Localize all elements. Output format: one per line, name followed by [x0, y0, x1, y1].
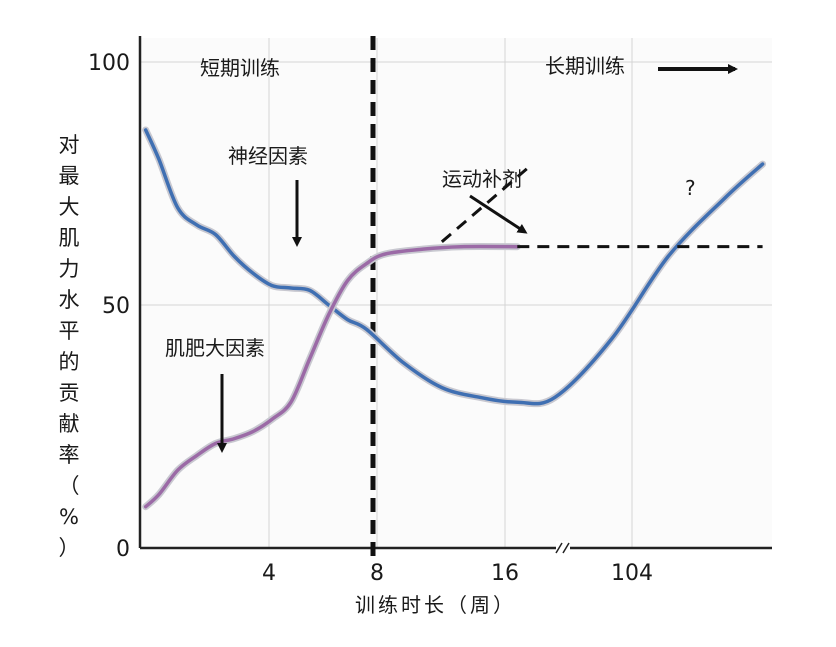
y-axis-label-char: 大 [58, 195, 80, 219]
series-line-0 [143, 128, 765, 406]
y-axis-label-char: 率 [58, 443, 80, 467]
y-axis-label-char: ） [58, 536, 80, 560]
annotation-question: ? [685, 176, 696, 200]
y-axis-label: 对最大肌力水平的贡献率 （% ） [52, 130, 86, 564]
phase-label-short: 短期训练 [200, 56, 280, 80]
y-axis-label-char: 贡 [58, 381, 80, 405]
x-axis-label: 训练时长（周） [355, 593, 516, 617]
y-tick-label: 0 [116, 537, 130, 562]
projection-group [440, 167, 763, 249]
y-ticks: 0 50 100 [88, 51, 130, 562]
annotation-supplement: 运动补剂 [442, 167, 522, 191]
plot-area [140, 38, 772, 548]
x-tick-label: 8 [370, 561, 384, 586]
series-line-1 [143, 244, 520, 509]
y-axis-label-char: 最 [58, 164, 80, 188]
y-axis-label-char: 的 [58, 350, 80, 374]
y-axis-label-char: 对 [58, 133, 80, 157]
x-tick-label: 16 [491, 561, 519, 586]
x-tick-label: 104 [611, 561, 653, 586]
y-axis-label-char: 献 [58, 412, 80, 436]
y-tick-label: 50 [102, 294, 130, 319]
series-group [142, 126, 767, 511]
y-axis-label-char: 力 [58, 257, 80, 281]
x-ticks: 4 8 16 104 [262, 561, 653, 586]
y-axis-label-char: 平 [58, 319, 80, 343]
y-axis-label-char: % [59, 505, 79, 529]
x-axis-break [555, 541, 570, 555]
y-tick-label: 100 [88, 51, 130, 76]
y-axis-label-char: 水 [58, 288, 80, 312]
annotation-hypertrophy: 肌肥大因素 [165, 336, 265, 360]
arrow-supplement [469, 194, 528, 234]
x-tick-label: 4 [262, 561, 276, 586]
annotation-neural: 神经因素 [228, 144, 308, 168]
phase-label-long: 长期训练 [545, 54, 625, 78]
y-axis-label-char: （ [58, 474, 80, 498]
grid [140, 38, 772, 548]
y-axis-label-char: 肌 [58, 226, 80, 250]
